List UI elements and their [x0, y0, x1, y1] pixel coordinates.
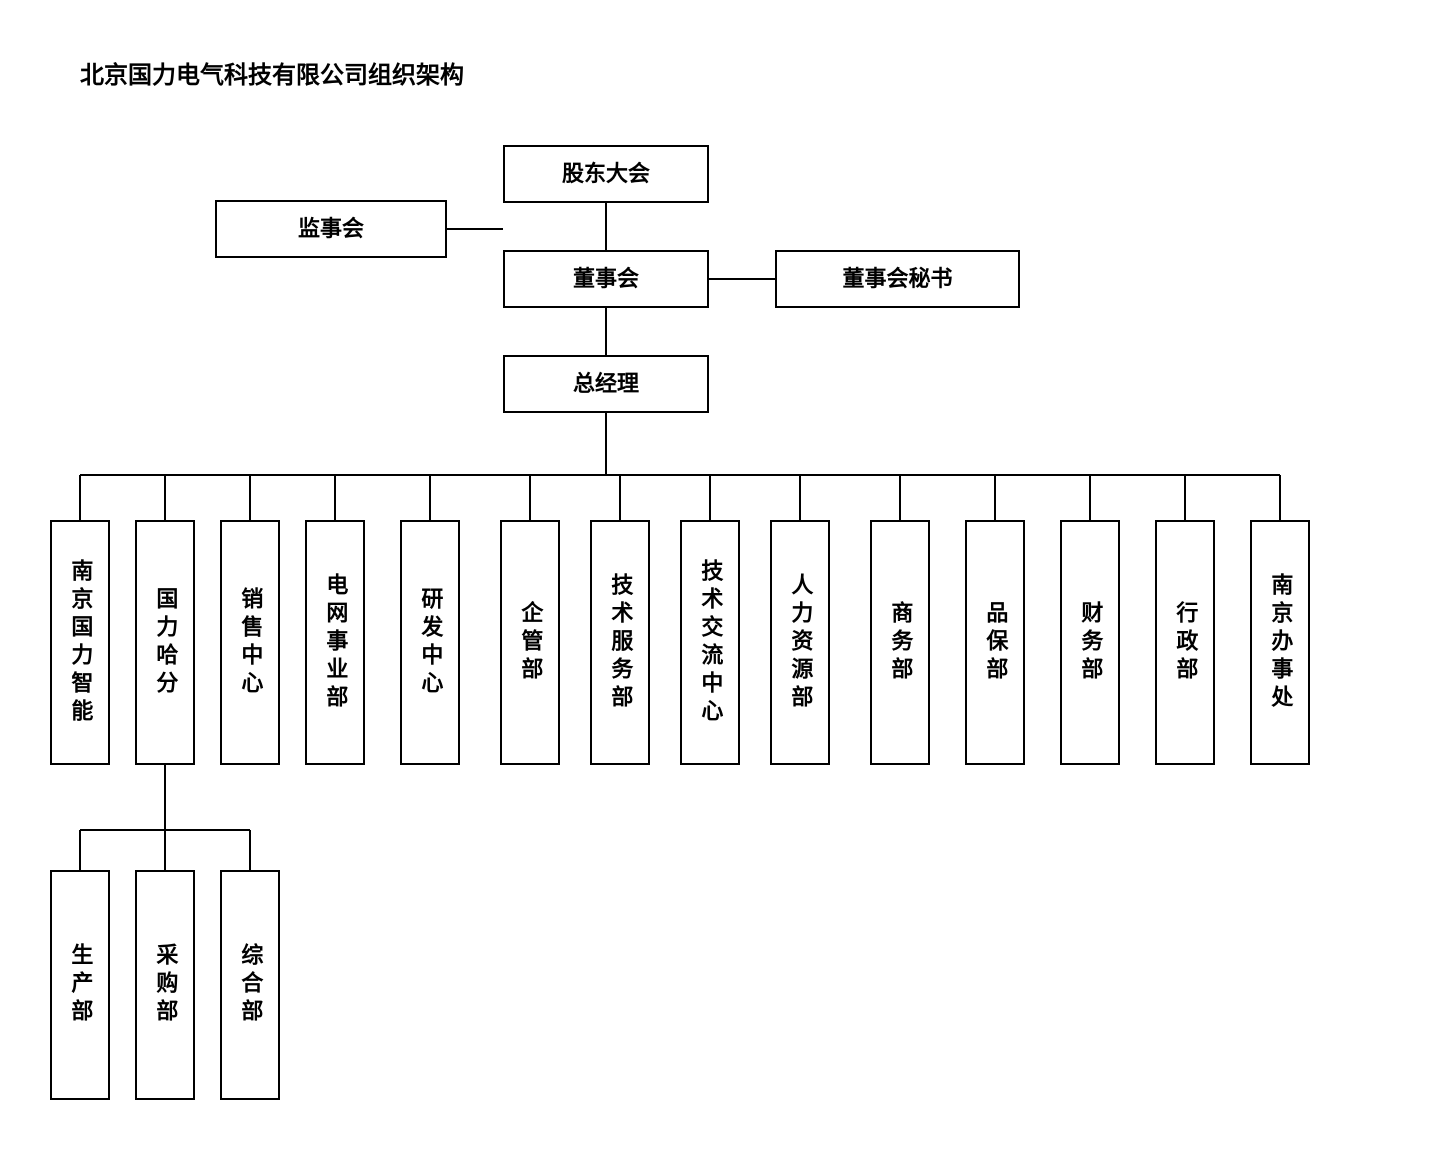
- node-d11: 财务部: [1060, 520, 1120, 765]
- node-shareholders: 股东大会: [503, 145, 709, 203]
- org-chart-canvas: 北京国力电气科技有限公司组织架构: [0, 0, 1447, 1155]
- node-d5: 企管部: [500, 520, 560, 765]
- node-d4: 研发中心: [400, 520, 460, 765]
- node-d3: 电网事业部: [305, 520, 365, 765]
- node-s0: 生产部: [50, 870, 110, 1100]
- node-supervisors: 监事会: [215, 200, 447, 258]
- page-title: 北京国力电气科技有限公司组织架构: [80, 55, 464, 90]
- node-s1: 采购部: [135, 870, 195, 1100]
- node-d6: 技术服务部: [590, 520, 650, 765]
- node-d1: 国力哈分: [135, 520, 195, 765]
- node-d7: 技术交流中心: [680, 520, 740, 765]
- node-board: 董事会: [503, 250, 709, 308]
- node-d13: 南京办事处: [1250, 520, 1310, 765]
- node-gm: 总经理: [503, 355, 709, 413]
- node-d8: 人力资源部: [770, 520, 830, 765]
- node-s2: 综合部: [220, 870, 280, 1100]
- node-d10: 品保部: [965, 520, 1025, 765]
- node-d9: 商务部: [870, 520, 930, 765]
- node-d0: 南京国力智能: [50, 520, 110, 765]
- node-d12: 行政部: [1155, 520, 1215, 765]
- node-secretary: 董事会秘书: [775, 250, 1020, 308]
- node-d2: 销售中心: [220, 520, 280, 765]
